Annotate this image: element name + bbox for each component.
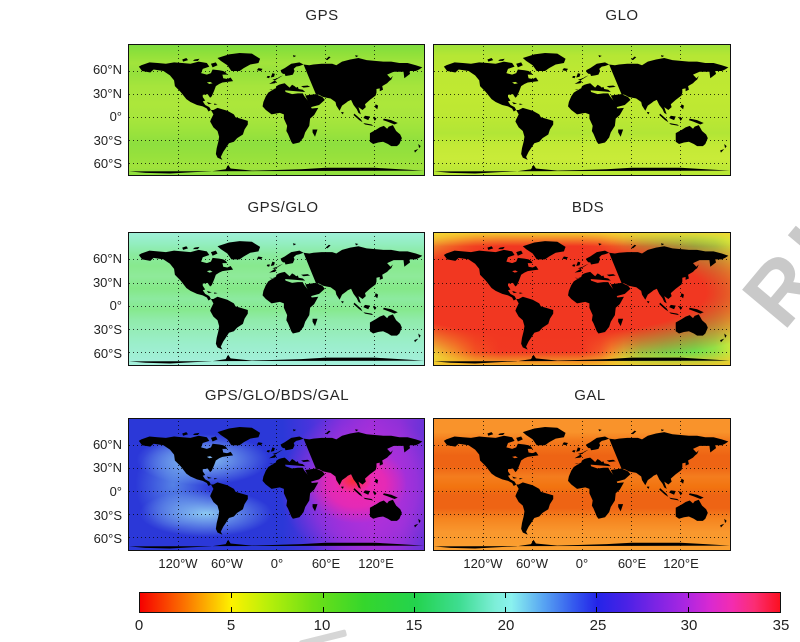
lon-tick: 120°E	[663, 556, 699, 571]
colorbar-tick-label: 35	[772, 617, 790, 634]
lat-tick: 60°N	[92, 62, 122, 77]
colorbar-tick-label: 15	[405, 617, 423, 634]
map-all	[128, 418, 425, 551]
lon-tick: 120°E	[358, 556, 394, 571]
lat-tick: 30°S	[93, 322, 122, 337]
lat-tick: 30°N	[92, 460, 122, 475]
lon-tick: 60°E	[311, 556, 341, 571]
graticule	[129, 233, 424, 365]
colorbar-tick-label: 5	[226, 617, 236, 634]
lon-tick: 60°W	[516, 556, 548, 571]
map-glo	[433, 44, 731, 176]
map-gps	[128, 44, 425, 176]
lon-tick: 60°W	[211, 556, 243, 571]
lon-tick: 0°	[270, 556, 284, 571]
colorbar	[139, 592, 781, 613]
lon-tick: 120°W	[463, 556, 503, 571]
watermark-text-fragment: RIPT	[724, 104, 800, 345]
lat-tick: 60°S	[93, 346, 122, 361]
panel-title-gpsglo: GPS/GLO	[247, 199, 319, 216]
graticule	[434, 233, 730, 365]
colorbar-tick-label: 10	[313, 617, 331, 634]
colorbar-tick-label: 0	[134, 617, 144, 634]
panel-title-gal: GAL	[574, 387, 606, 404]
colorbar-tick-label: 20	[497, 617, 515, 634]
lat-tick: 0°	[109, 484, 122, 499]
panel-title-glo: GLO	[605, 7, 639, 24]
lat-tick: 60°S	[93, 156, 122, 171]
colorbar-tick-marks	[140, 593, 780, 598]
lat-tick: 30°S	[93, 508, 122, 523]
lat-tick: 30°N	[92, 86, 122, 101]
map-gpsglo	[128, 232, 425, 366]
lat-tick: 30°N	[92, 275, 122, 290]
graticule	[129, 419, 424, 550]
lon-tick: 120°W	[158, 556, 198, 571]
panel-title-gps: GPS	[305, 7, 339, 24]
colorbar-tick-label: 30	[680, 617, 698, 634]
graticule	[129, 45, 424, 175]
map-gal	[433, 418, 731, 551]
graticule	[434, 419, 730, 550]
colorbar-tick-marks	[140, 607, 780, 612]
lat-tick: 0°	[109, 298, 122, 313]
lat-tick: 60°N	[92, 437, 122, 452]
lon-tick: 0°	[575, 556, 589, 571]
lon-tick: 60°E	[617, 556, 647, 571]
lat-tick: 60°N	[92, 251, 122, 266]
map-bds	[433, 232, 731, 366]
colorbar-tick-label: 25	[589, 617, 607, 634]
panel-title-bds: BDS	[571, 199, 605, 216]
lat-tick: 60°S	[93, 531, 122, 546]
lat-tick: 30°S	[93, 133, 122, 148]
lat-tick: 0°	[109, 109, 122, 124]
panel-title-all: GPS/GLO/BDS/GAL	[204, 387, 350, 404]
graticule	[434, 45, 730, 175]
